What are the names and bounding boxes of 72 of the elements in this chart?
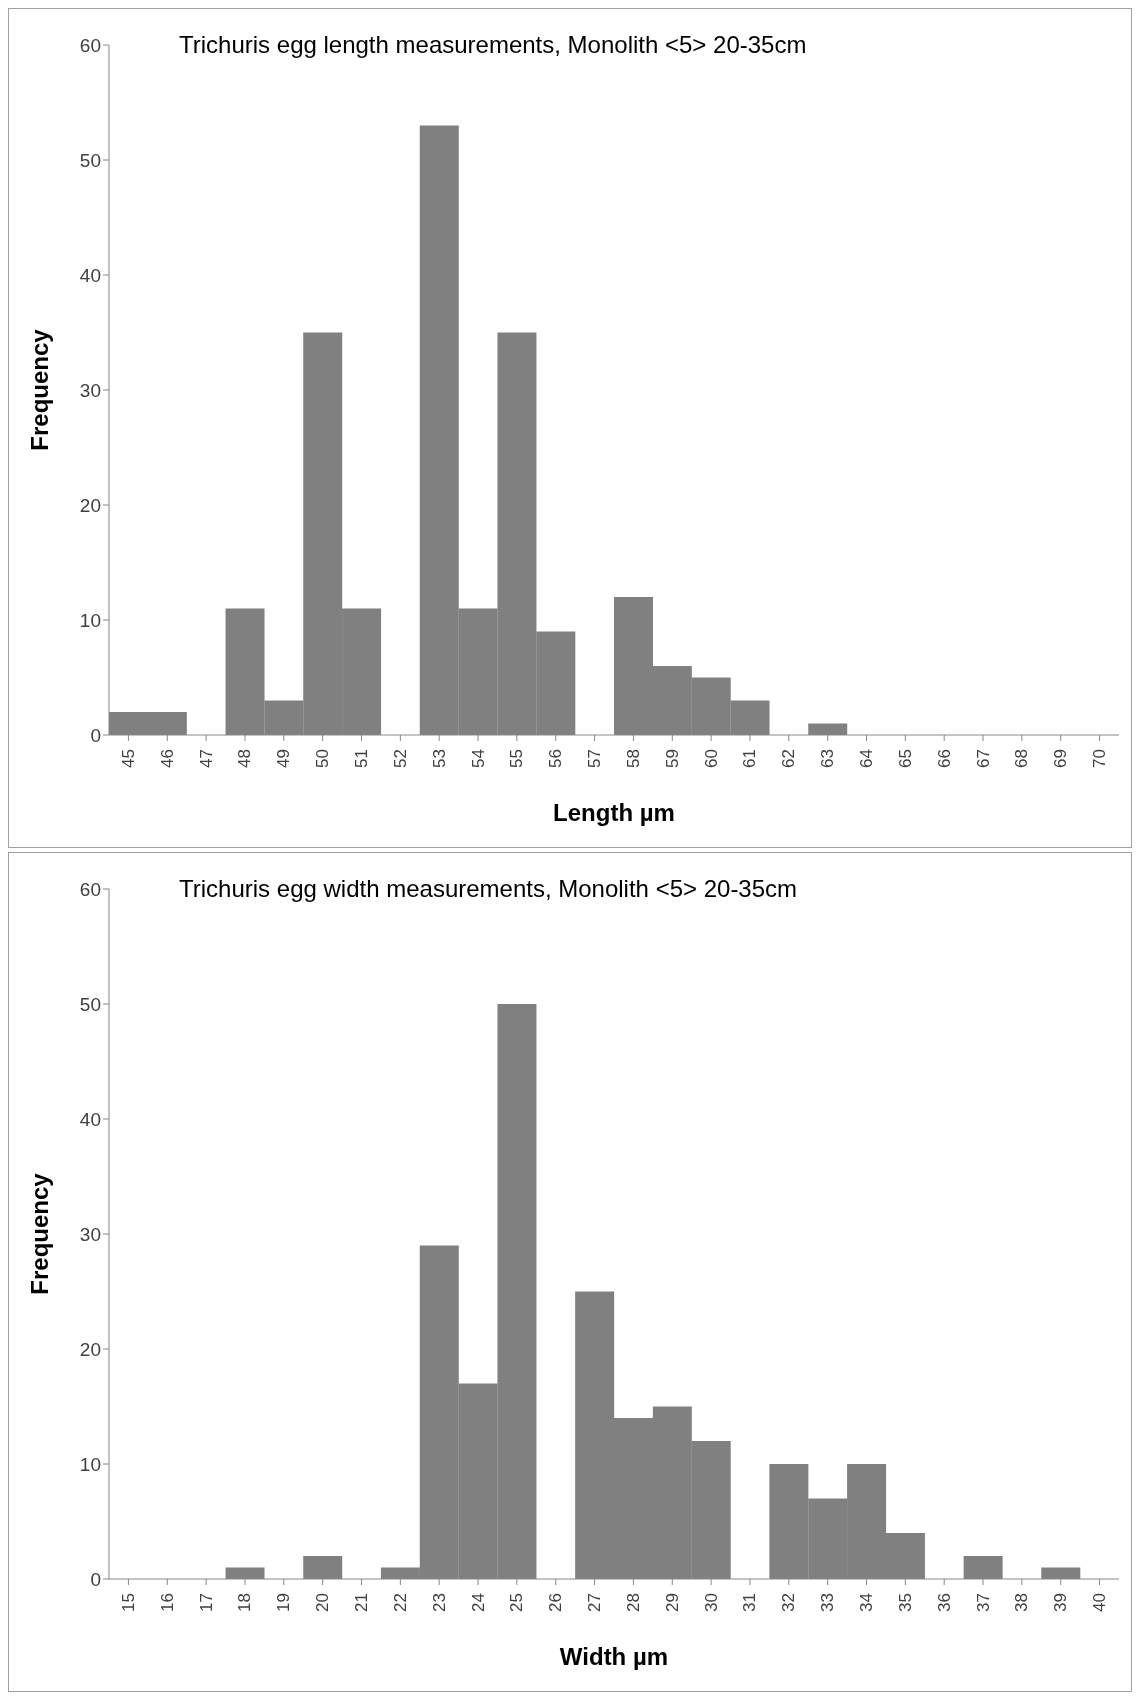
x-tick-label: 31 [740, 1593, 760, 1612]
x-axis-title: Width µm [559, 1643, 669, 1670]
x-tick-label: 37 [973, 1593, 993, 1612]
x-axis-title: Length µm [553, 799, 675, 826]
y-tick-label: 20 [79, 1338, 101, 1360]
y-tick-label: 60 [79, 34, 101, 56]
x-tick-label: 35 [895, 1593, 915, 1612]
x-tick-label: 26 [546, 1593, 566, 1612]
x-tick-label: 21 [352, 1593, 371, 1612]
x-tick-label: 40 [1090, 1593, 1110, 1612]
x-tick-label: 32 [779, 1593, 799, 1612]
y-tick-label: 10 [79, 609, 101, 631]
x-tick-label: 23 [429, 1593, 449, 1612]
x-tick-label: 34 [857, 1593, 876, 1612]
y-tick-label: 0 [90, 1568, 101, 1590]
y-tick-label: 50 [79, 993, 101, 1015]
x-tick-label: 70 [1090, 749, 1110, 768]
x-tick-label: 62 [779, 749, 799, 768]
x-tick-label: 46 [157, 749, 177, 768]
x-tick-label: 48 [235, 749, 255, 768]
x-tick-label: 20 [313, 1593, 333, 1612]
y-tick-label: 10 [79, 1453, 101, 1475]
y-tick-label: 0 [90, 724, 101, 746]
x-tick-label: 49 [274, 749, 294, 768]
x-tick-label: 29 [662, 1593, 682, 1612]
x-tick-label: 36 [934, 1593, 954, 1612]
x-tick-label: 64 [857, 749, 876, 768]
x-tick-label: 38 [1012, 1593, 1032, 1612]
x-tick-label: 19 [274, 1593, 294, 1612]
x-tick-label: 24 [468, 1593, 488, 1612]
x-tick-label: 27 [585, 1593, 605, 1612]
x-tick-label: 51 [352, 749, 371, 768]
y-tick-label: 30 [79, 379, 101, 401]
y-axis-title: Frequency [25, 328, 53, 451]
y-tick-label: 20 [79, 494, 101, 516]
y-tick-label: 50 [79, 149, 101, 171]
x-tick-label: 65 [895, 749, 915, 768]
x-tick-label: 45 [118, 749, 138, 768]
x-tick-label: 58 [623, 749, 643, 768]
x-tick-label: 47 [196, 749, 216, 768]
x-tick-label: 30 [701, 1593, 721, 1612]
x-tick-label: 67 [973, 749, 993, 768]
y-tick-label: 60 [79, 878, 101, 900]
x-tick-label: 15 [118, 1593, 138, 1612]
x-tick-label: 61 [740, 749, 760, 768]
x-tick-label: 66 [934, 749, 954, 768]
x-tick-label: 28 [623, 1593, 643, 1612]
chart-title: Trichuris egg length measurements, Monolith <5> 20-35cm [179, 31, 807, 59]
x-tick-label: 55 [507, 749, 527, 768]
x-tick-label: 56 [546, 749, 566, 768]
x-tick-label: 52 [390, 749, 410, 768]
y-tick-label: 40 [79, 264, 101, 286]
x-tick-label: 59 [662, 749, 682, 768]
y-axis-title: Frequency [25, 1172, 53, 1295]
x-tick-label: 17 [196, 1593, 216, 1612]
x-tick-label: 60 [701, 749, 721, 768]
y-tick-label: 40 [79, 1108, 101, 1130]
x-tick-label: 33 [818, 1593, 838, 1612]
x-tick-label: 54 [468, 749, 488, 768]
chart-title: Trichuris egg width measurements, Monolith <5> 20-35cm [179, 875, 798, 903]
x-tick-label: 39 [1051, 1593, 1071, 1612]
x-tick-label: 16 [157, 1593, 177, 1612]
x-tick-label: 22 [390, 1593, 410, 1612]
x-tick-label: 25 [507, 1593, 527, 1612]
x-tick-label: 63 [818, 749, 838, 768]
x-tick-label: 57 [585, 749, 605, 768]
x-tick-label: 68 [1012, 749, 1032, 768]
x-tick-label: 53 [429, 749, 449, 768]
x-tick-label: 69 [1051, 749, 1071, 768]
x-tick-label: 50 [313, 749, 333, 768]
x-tick-label: 18 [235, 1593, 255, 1612]
y-tick-label: 30 [79, 1223, 101, 1245]
